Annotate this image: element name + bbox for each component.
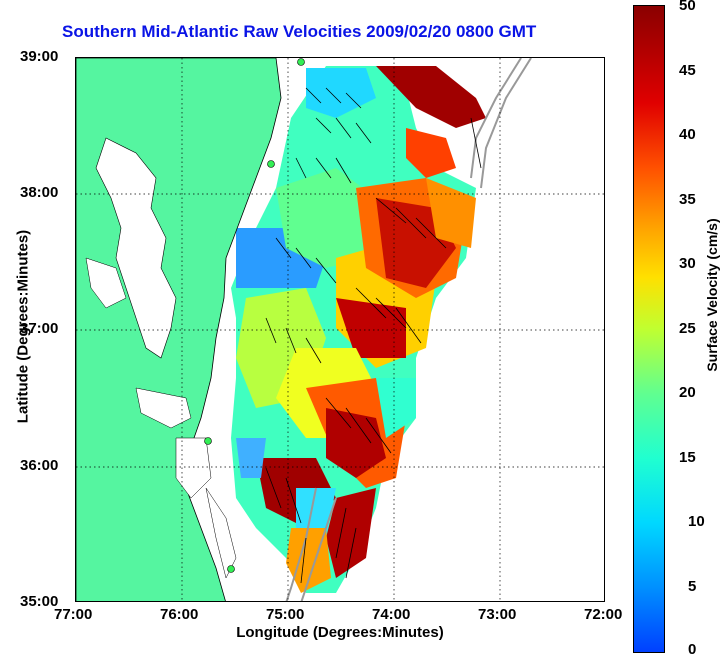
- y-tick-label: 38:00: [20, 184, 59, 201]
- y-tick-label: 37:00: [20, 320, 59, 337]
- radar-site-marker: [267, 160, 275, 168]
- colorbar-tick-label: 45: [679, 62, 696, 79]
- colorbar-tick-label: 35: [679, 191, 696, 208]
- colorbar-tick-label: 50: [679, 0, 696, 14]
- colorbar-tick-label: 5: [688, 578, 697, 595]
- x-tick-label: 72:00: [584, 606, 623, 623]
- colorbar-tick-label: 15: [679, 449, 696, 466]
- map-plot-area: [75, 57, 605, 602]
- colorbar-tick-label: 25: [679, 320, 696, 337]
- y-tick-label: 36:00: [20, 457, 59, 474]
- radar-sites: [204, 58, 305, 573]
- radar-site-marker: [204, 437, 212, 445]
- colorbar-tick-label: 40: [679, 126, 696, 143]
- colorbar-tick-label: 20: [679, 384, 696, 401]
- map-canvas: [76, 58, 604, 601]
- velocity-vectors: [265, 87, 482, 584]
- x-tick-label: 76:00: [160, 606, 199, 623]
- y-tick-label: 39:00: [20, 48, 59, 65]
- colorbar: [633, 5, 665, 653]
- colorbar-label: Surface Velocity (cm/s): [704, 218, 720, 372]
- x-tick-label: 74:00: [372, 606, 411, 623]
- colorbar-tick-label: 10: [688, 513, 705, 530]
- velocity-field: [231, 66, 486, 593]
- radar-site-marker: [227, 565, 235, 573]
- x-tick-label: 73:00: [478, 606, 517, 623]
- grid-lines: [76, 58, 604, 601]
- y-axis-label: Latitude (Degrees:Minutes): [14, 229, 32, 424]
- colorbar-tick-label: 0: [688, 641, 697, 658]
- radar-site-marker: [297, 58, 305, 66]
- y-tick-label: 35:00: [20, 593, 59, 610]
- colorbar-tick-label: 30: [679, 255, 696, 272]
- map-title: Southern Mid-Atlantic Raw Velocities 200…: [62, 22, 537, 41]
- x-tick-label: 77:00: [54, 606, 93, 623]
- bathymetry-contours: [285, 58, 532, 601]
- x-axis-label: Longitude (Degrees:Minutes): [236, 624, 444, 641]
- x-tick-label: 75:00: [266, 606, 305, 623]
